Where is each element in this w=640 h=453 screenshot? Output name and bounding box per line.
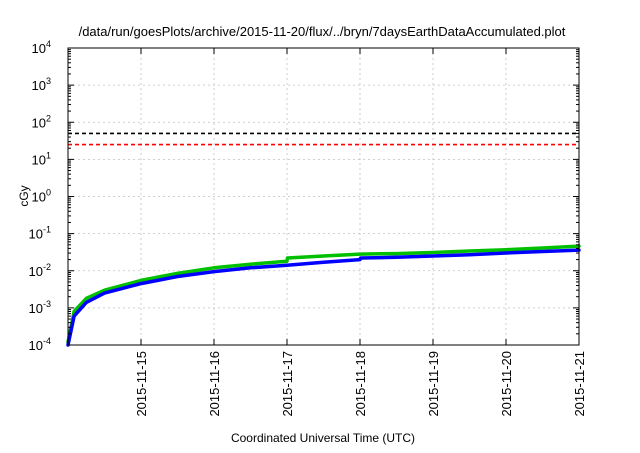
y-tick-label: 10-4 [29, 336, 51, 353]
y-tick-label: 104 [32, 39, 51, 56]
y-tick-label: 10-2 [29, 262, 51, 279]
series-line [66, 248, 581, 347]
x-tick-label: 2015-11-15 [134, 351, 149, 417]
x-axis-label: Coordinated Universal Time (UTC) [231, 431, 415, 445]
y-axis-label: cGy [17, 185, 31, 206]
x-tick-label: 2015-11-18 [353, 351, 368, 417]
y-tick-label: 102 [32, 113, 51, 130]
y-tick-label: 10-3 [29, 299, 51, 316]
grid [68, 48, 579, 345]
x-ticks: 2015-11-15 2015-11-16 2015-11-17 2015-11-18… [134, 48, 587, 417]
y-ticks: 10-4 10-3 10-2 10-1 100 101 102 103 104 [29, 39, 579, 353]
chart-title: /data/run/goesPlots/archive/2015-11-20/f… [79, 24, 566, 39]
y-tick-label: 101 [32, 150, 51, 167]
y-tick-label: 103 [32, 76, 51, 93]
x-tick-label: 2015-11-17 [280, 351, 295, 417]
y-tick-label: 10-1 [29, 225, 51, 242]
series-line [66, 244, 581, 344]
x-tick-label: 2015-11-19 [426, 351, 441, 417]
x-tick-label: 2015-11-20 [499, 351, 514, 417]
y-tick-label: 100 [32, 188, 51, 205]
x-tick-label: 2015-11-21 [572, 351, 587, 417]
series-layer [66, 244, 581, 347]
reference-lines [68, 132, 579, 146]
x-tick-label: 2015-11-16 [207, 351, 222, 417]
